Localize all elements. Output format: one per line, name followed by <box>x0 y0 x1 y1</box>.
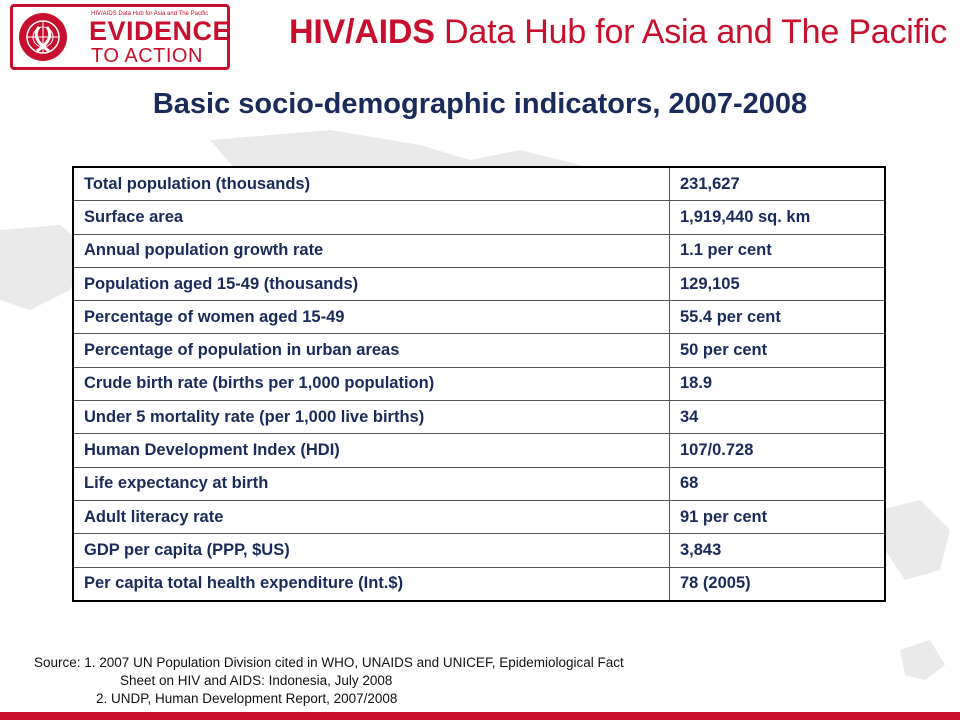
indicator-value: 55.4 per cent <box>669 300 886 335</box>
hub-title-rest: Data Hub for Asia and The Pacific <box>434 13 948 51</box>
indicator-value: 68 <box>669 466 886 501</box>
table-row: Annual population growth rate 1.1 per cen… <box>72 233 886 268</box>
indicator-value: 50 per cent <box>669 333 886 368</box>
table-row: Human Development Index (HDI) 107/0.728 <box>72 433 886 468</box>
data-hub-title: HIV/AIDS Data Hub for Asia and The Pacif… <box>289 12 947 52</box>
table-row: Percentage of population in urban areas 5… <box>72 333 886 368</box>
indicator-label: Annual population growth rate <box>72 233 670 268</box>
evidence-to-action-logo[interactable]: HIV/AIDS Data Hub for Asia and The Pacif… <box>10 4 232 70</box>
table-row: GDP per capita (PPP, $US) 3,843 <box>72 533 886 568</box>
hub-title-bold: HIV/AIDS <box>289 13 435 51</box>
indicator-value: 78 (2005) <box>669 566 886 602</box>
indicator-label: Percentage of population in urban areas <box>72 333 670 368</box>
logo-evidence-text: EVIDENCE <box>89 16 232 46</box>
indicator-label: Crude birth rate (births per 1,000 popul… <box>72 366 670 402</box>
table-row: Percentage of women aged 15-49 55.4 per c… <box>72 300 886 335</box>
indicator-value: 91 per cent <box>669 499 886 535</box>
un-emblem-ribbon-icon <box>19 13 67 61</box>
indicator-value: 231,627 <box>669 166 886 202</box>
indicator-label: Population aged 15-49 (thousands) <box>72 266 670 302</box>
table-row: Life expectancy at birth 68 <box>72 466 886 501</box>
page-title: Basic socio-demographic indicators, 2007… <box>152 88 808 120</box>
indicator-value: 34 <box>669 400 886 435</box>
indicator-label: Under 5 mortality rate (per 1,000 live b… <box>72 400 670 435</box>
logo-to-action-text: TO ACTION <box>91 45 203 67</box>
indicator-label: Percentage of women aged 15-49 <box>72 300 670 335</box>
source-line-3: 2. UNDP, Human Development Report, 2007/… <box>96 691 398 706</box>
table-row: Under 5 mortality rate (per 1,000 live b… <box>72 400 886 435</box>
bottom-accent-bar <box>0 712 960 720</box>
table-row: Population aged 15-49 (thousands) 129,105 <box>72 266 886 302</box>
indicator-label: Human Development Index (HDI) <box>72 433 670 468</box>
indicator-value: 129,105 <box>669 266 886 302</box>
table-row: Surface area 1,919,440 sq. km <box>72 200 886 235</box>
indicator-label: Total population (thousands) <box>72 166 670 202</box>
indicator-label: Surface area <box>72 200 670 235</box>
source-line-2: Sheet on HIV and AIDS: Indonesia, July 2… <box>120 673 393 688</box>
indicator-label: GDP per capita (PPP, $US) <box>72 533 670 568</box>
table-row: Total population (thousands) 231,627 <box>72 166 886 202</box>
indicator-value: 18.9 <box>669 366 886 402</box>
indicator-value: 1,919,440 sq. km <box>669 200 886 235</box>
indicator-label: Life expectancy at birth <box>72 466 670 501</box>
table-row: Crude birth rate (births per 1,000 popul… <box>72 366 886 402</box>
indicator-value: 107/0.728 <box>669 433 886 468</box>
indicators-table: Total population (thousands) 231,627 Surfa… <box>72 166 886 602</box>
table-row: Adult literacy rate 91 per cent <box>72 499 886 535</box>
source-note: Source: 1. 2007 UN Population Division c… <box>34 654 624 708</box>
logo-tagline: HIV/AIDS Data Hub for Asia and The Pacif… <box>91 11 209 17</box>
indicator-value: 3,843 <box>669 533 886 568</box>
source-line-1: Source: 1. 2007 UN Population Division c… <box>34 655 624 670</box>
indicator-value: 1.1 per cent <box>669 233 886 268</box>
table-row: Per capita total health expenditure (Int… <box>72 566 886 602</box>
indicator-label: Per capita total health expenditure (Int… <box>72 566 670 602</box>
indicator-label: Adult literacy rate <box>72 499 670 535</box>
header: HIV/AIDS Data Hub for Asia and The Pacif… <box>0 0 960 78</box>
